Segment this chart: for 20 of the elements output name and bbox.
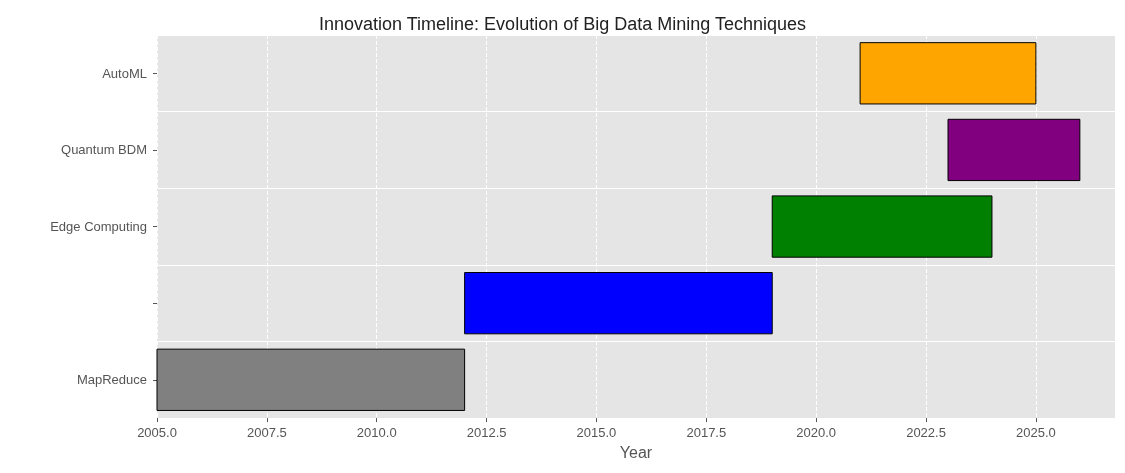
y-tick-label: Edge Computing xyxy=(50,219,147,235)
x-tick-label: 2007.5 xyxy=(246,425,287,441)
y-tick-label: Quantum BDM xyxy=(61,142,147,158)
x-tick-label: 2020.0 xyxy=(796,425,837,441)
y-tick-label: AutoML xyxy=(102,65,147,81)
x-tick-label: 2012.5 xyxy=(466,425,507,441)
x-tick-label: 2017.5 xyxy=(686,425,727,441)
chart-title: Innovation Timeline: Evolution of Big Data Mining Techniques xyxy=(319,14,806,34)
x-tick-label: 2010.0 xyxy=(356,425,397,441)
y-tick-label: MapReduce xyxy=(76,372,147,388)
x-tick-label: 2015.0 xyxy=(576,425,617,441)
bar xyxy=(859,42,1037,105)
x-axis-title: Year xyxy=(619,443,653,461)
bar xyxy=(947,118,1081,182)
x-tick-label: 2022.5 xyxy=(906,425,946,441)
x-tick-label: 2005.0 xyxy=(137,425,177,441)
x-tick-label: 2025.0 xyxy=(1016,425,1056,441)
bar xyxy=(771,195,993,258)
bar xyxy=(464,272,773,335)
bar xyxy=(156,348,466,411)
